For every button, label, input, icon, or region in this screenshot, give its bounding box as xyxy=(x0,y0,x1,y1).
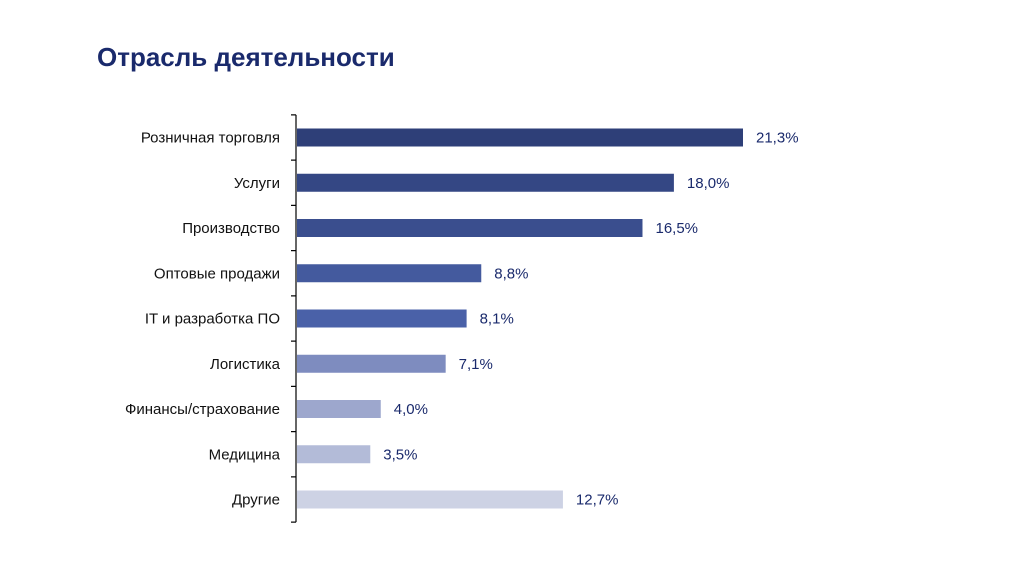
category-labels: Розничная торговля Услуги Производство Опто… xyxy=(125,130,281,509)
data-label: 12,7% xyxy=(576,492,619,509)
value-labels: 21,3% 18,0% 16,5% 8,8% 8,1% 7,1% 4,0% 3,5% 12,7% xyxy=(383,130,798,509)
category-label: Розничная торговля xyxy=(141,130,280,147)
category-label: Оптовые продажи xyxy=(154,265,280,282)
category-label: Логистика xyxy=(210,356,281,373)
y-axis xyxy=(291,114,297,523)
data-label: 16,5% xyxy=(655,220,698,237)
bar xyxy=(297,219,643,237)
category-label: IT и разработка ПО xyxy=(145,311,280,328)
data-label: 3,5% xyxy=(383,446,417,463)
category-label: Финансы/страхование xyxy=(125,401,280,418)
category-label: Другие xyxy=(232,492,280,509)
category-label: Медицина xyxy=(209,446,281,463)
bar-series xyxy=(297,128,743,509)
bar xyxy=(297,445,371,464)
data-label: 21,3% xyxy=(756,130,799,147)
bar xyxy=(297,490,563,509)
data-label: 4,0% xyxy=(394,401,428,418)
data-label: 8,8% xyxy=(494,265,528,282)
bar xyxy=(297,354,446,373)
data-label: 18,0% xyxy=(687,175,730,192)
category-label: Производство xyxy=(182,220,280,237)
data-label: 7,1% xyxy=(459,356,493,373)
page-title: Отрасль деятельности xyxy=(97,42,395,72)
category-label: Услуги xyxy=(234,175,280,192)
bar xyxy=(297,128,743,147)
bar xyxy=(297,264,482,283)
data-label: 8,1% xyxy=(480,311,514,328)
bar xyxy=(297,400,381,418)
bar xyxy=(297,173,674,192)
bar xyxy=(297,309,467,328)
